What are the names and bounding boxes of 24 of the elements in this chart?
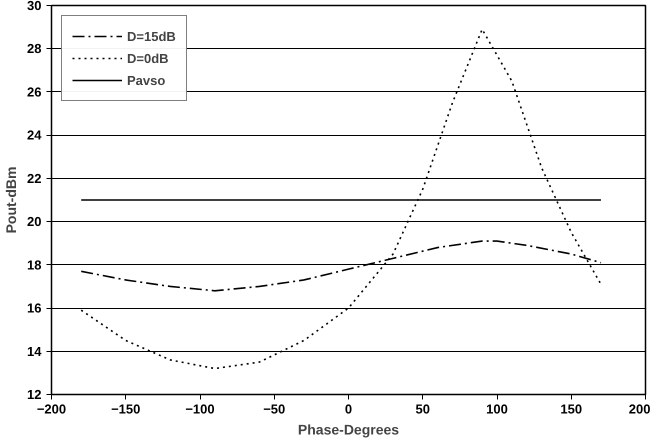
y-tick-label: 14 [27, 344, 42, 359]
y-axis-title: Pout-dBm [3, 166, 20, 234]
x-tick-label: −200 [36, 402, 66, 416]
y-tick-label: 18 [27, 257, 42, 272]
y-tick-label: 28 [27, 41, 42, 56]
x-tick-label: 50 [416, 402, 430, 416]
x-tick-label: 0 [344, 402, 352, 416]
x-tick-label: 200 [628, 402, 650, 416]
y-tick-label: 22 [27, 170, 42, 186]
y-tick-label: 30 [27, 0, 42, 13]
legend-label: D=15dB [127, 28, 176, 44]
y-tick-label: 26 [27, 84, 42, 100]
y-tick-label: 20 [27, 214, 42, 230]
x-axis-title: Phase-Degrees [298, 422, 400, 438]
y-tick-label: 24 [27, 128, 42, 143]
x-tick-label: −50 [263, 402, 286, 416]
x-tick-label: 100 [486, 402, 508, 416]
legend-label: D=0dB [127, 50, 169, 66]
legend-label: Pavso [127, 72, 166, 88]
x-tick-label: −100 [185, 402, 215, 416]
x-tick-label: 150 [560, 402, 582, 416]
y-tick-label: 16 [27, 300, 42, 316]
x-tick-label: −150 [111, 402, 140, 416]
y-tick-label: 12 [27, 387, 42, 402]
